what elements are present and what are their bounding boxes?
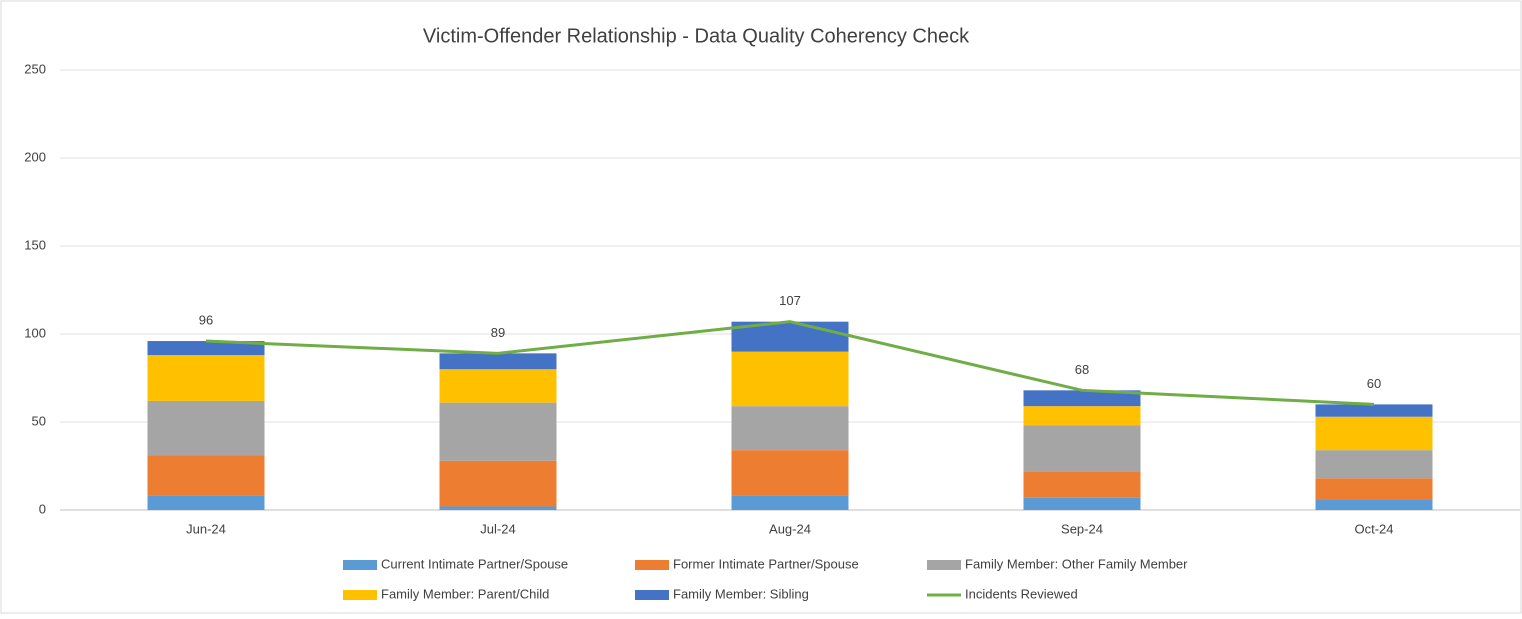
x-tick-label: Jun-24 <box>186 521 226 536</box>
legend-marker <box>927 560 961 570</box>
bar-segment <box>147 495 265 510</box>
bar-segment <box>1315 499 1433 510</box>
bar-segment <box>439 369 557 403</box>
data-label: 60 <box>1367 376 1381 391</box>
bar-segment <box>731 406 849 451</box>
x-tick-label: Sep-24 <box>1061 521 1103 536</box>
bar-segment <box>147 355 265 401</box>
x-tick-label: Aug-24 <box>769 521 811 536</box>
y-tick-label: 150 <box>24 237 46 252</box>
line-series <box>205 320 1375 406</box>
bar-segment <box>1023 390 1141 407</box>
legend-marker <box>343 560 377 570</box>
legend-label: Family Member: Other Family Member <box>965 556 1188 571</box>
legend-marker <box>635 560 669 570</box>
data-label: 68 <box>1075 362 1089 377</box>
bar-segment <box>1023 406 1141 426</box>
bar-segment <box>1023 425 1141 472</box>
bar-segment <box>731 450 849 496</box>
legend-label: Current Intimate Partner/Spouse <box>381 556 568 571</box>
bar-segment <box>147 400 265 456</box>
bar-segment <box>1315 416 1433 451</box>
bar-segment <box>147 455 265 496</box>
data-label: 96 <box>199 312 213 327</box>
data-label: 89 <box>491 325 505 340</box>
bar-segment <box>439 353 557 370</box>
bar-segment <box>439 460 557 507</box>
legend-marker <box>635 590 669 600</box>
x-tick-label: Oct-24 <box>1354 521 1393 536</box>
y-tick-label: 200 <box>24 149 46 164</box>
bar-segment <box>1315 450 1433 479</box>
bar-segment <box>147 341 265 356</box>
chart-title: Victim-Offender Relationship - Data Qual… <box>423 25 970 47</box>
y-tick-label: 100 <box>24 325 46 340</box>
legend-label: Family Member: Sibling <box>673 586 809 601</box>
bar-segment <box>731 495 849 510</box>
x-tick-label: Jul-24 <box>480 521 515 536</box>
legend-label: Incidents Reviewed <box>965 586 1078 601</box>
legend-marker <box>343 590 377 600</box>
bar-segment <box>731 351 849 407</box>
bar-segment <box>439 402 557 461</box>
bar-segment <box>1023 471 1141 498</box>
y-tick-label: 0 <box>39 501 46 516</box>
bar-segment <box>1315 404 1433 417</box>
legend-label: Former Intimate Partner/Spouse <box>673 556 859 571</box>
data-label: 107 <box>779 293 801 308</box>
y-tick-label: 50 <box>32 413 46 428</box>
bar-segment <box>439 506 557 510</box>
bar-segment <box>1023 497 1141 510</box>
y-tick-label: 250 <box>24 61 46 76</box>
legend-label: Family Member: Parent/Child <box>381 586 549 601</box>
bar-segment <box>1315 478 1433 500</box>
